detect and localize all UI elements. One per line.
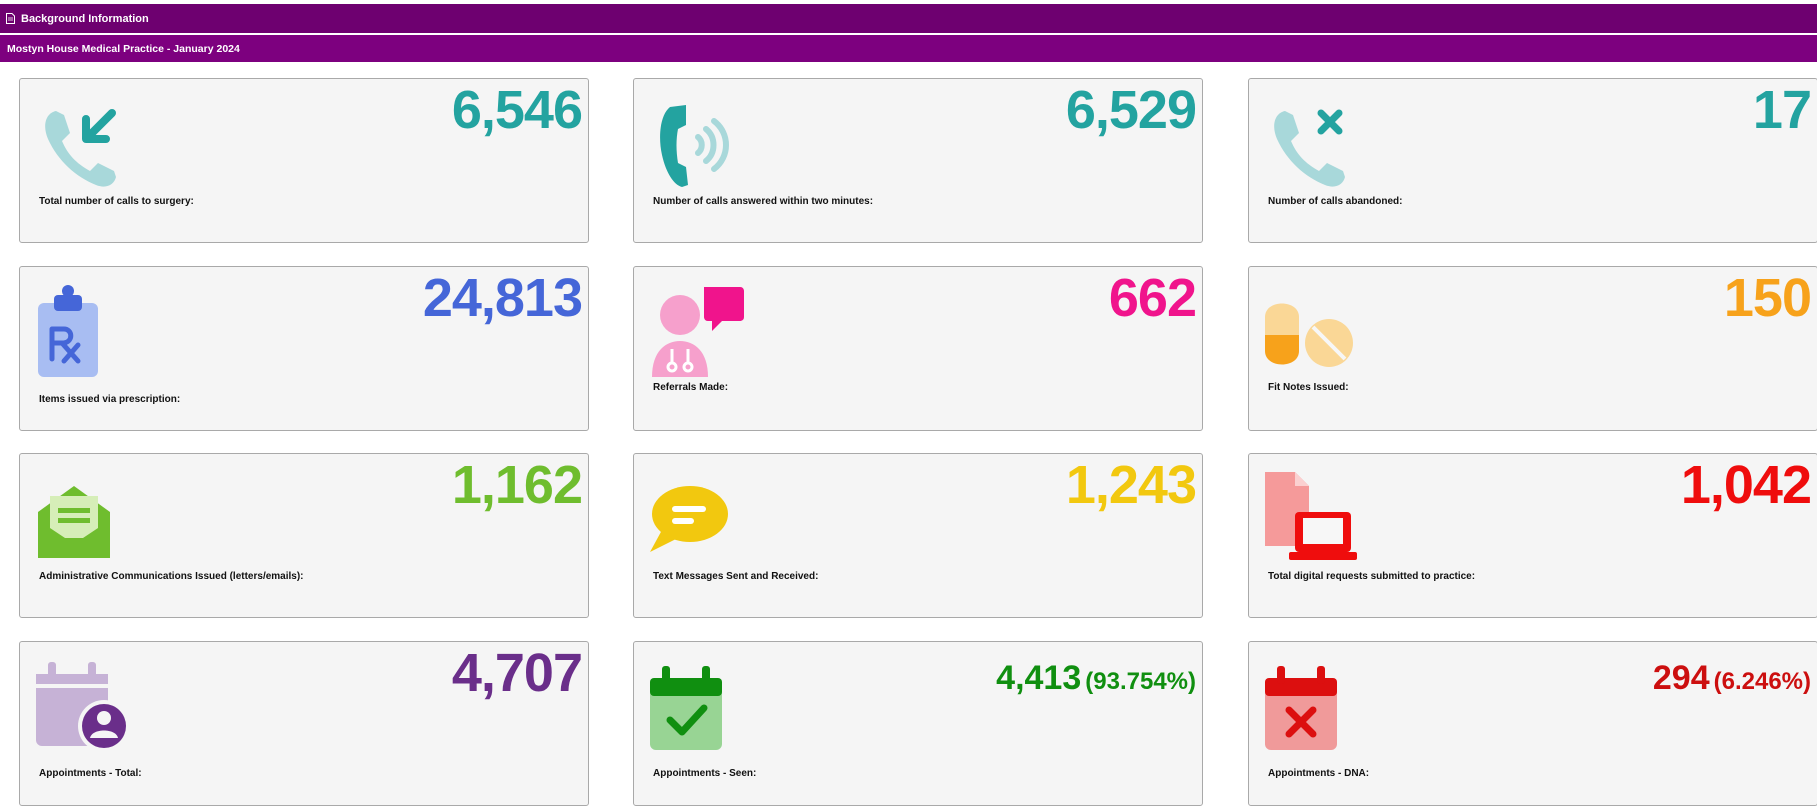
phone-incoming-icon: [45, 109, 116, 187]
stat-value: 17: [1752, 80, 1812, 140]
document-icon: [6, 13, 15, 24]
stat-card-prescriptions: 24,813 Items issued via prescription:: [19, 266, 589, 431]
stat-percent: (93.754%): [1085, 668, 1196, 695]
stat-label: Appointments - Seen:: [653, 768, 757, 779]
stat-label: Fit Notes Issued:: [1268, 382, 1349, 393]
stat-label: Administrative Communications Issued (le…: [39, 571, 304, 582]
stat-card-admin-communications: 1,162 Administrative Communications Issu…: [19, 453, 589, 618]
stat-card-appointments-dna: 294 (6.246%) Appointments - DNA:: [1248, 641, 1817, 806]
stat-label: Total number of calls to surgery:: [39, 196, 194, 207]
chat-bubble-icon: [650, 486, 728, 552]
digital-request-icon: [1265, 472, 1357, 560]
stat-card-text-messages: 1,243 Text Messages Sent and Received:: [633, 453, 1203, 618]
calendar-cross-icon: [1265, 666, 1337, 750]
stat-card-referrals: 662 Referrals Made:: [633, 266, 1203, 431]
stat-label: Referrals Made:: [653, 382, 729, 393]
section-title: Background Information: [21, 12, 149, 25]
stat-label: Text Messages Sent and Received:: [653, 571, 819, 582]
stat-value: 662: [1108, 268, 1197, 328]
stat-value: 1,042: [1680, 455, 1812, 515]
stat-value: 6,529: [1065, 80, 1197, 140]
stat-value: 1,243: [1065, 455, 1197, 515]
practice-banner: Mostyn House Medical Practice - January …: [0, 35, 1817, 62]
stat-label: Number of calls abandoned:: [1268, 196, 1403, 207]
stat-percent: (6.246%): [1713, 668, 1811, 695]
stat-label: Number of calls answered within two minu…: [653, 196, 874, 207]
stat-card-appointments-seen: 4,413 (93.754%) Appointments - Seen:: [633, 641, 1203, 806]
calendar-check-icon: [650, 666, 722, 750]
stat-card-calls-abandoned: 17 Number of calls abandoned:: [1248, 78, 1817, 243]
stat-value: 150: [1723, 268, 1812, 328]
calendar-user-icon: [36, 662, 130, 752]
stat-card-digital-requests: 1,042 Total digital requests submitted t…: [1248, 453, 1817, 618]
practice-title: Mostyn House Medical Practice - January …: [7, 42, 240, 55]
stat-card-total-calls: 6,546 Total number of calls to surgery:: [19, 78, 589, 243]
stat-count: 294: [1652, 659, 1710, 697]
stat-value: 24,813: [422, 268, 583, 328]
stat-card-calls-answered: 6,529 Number of calls answered within tw…: [633, 78, 1203, 243]
stat-count: 4,413: [996, 659, 1082, 697]
section-header[interactable]: Background Information: [0, 4, 1817, 33]
open-envelope-icon: [38, 486, 110, 558]
stat-value: 4,413 (93.754%): [996, 659, 1196, 697]
stat-label: Items issued via prescription:: [39, 394, 181, 405]
prescription-clipboard-icon: [38, 285, 98, 377]
stat-card-appointments-total: 4,707 Appointments - Total:: [19, 641, 589, 806]
stat-value: 6,546: [451, 80, 583, 140]
stat-label: Appointments - Total:: [39, 768, 142, 779]
phone-missed-icon: [1274, 109, 1345, 187]
stat-card-fit-notes: 150 Fit Notes Issued:: [1248, 266, 1817, 431]
phone-ringing-icon: [660, 105, 729, 187]
stat-label: Appointments - DNA:: [1268, 768, 1370, 779]
stat-value: 4,707: [451, 643, 583, 703]
doctor-referral-icon: [652, 287, 744, 377]
pills-icon: [1265, 303, 1353, 367]
stat-value: 1,162: [451, 455, 583, 515]
stat-label: Total digital requests submitted to prac…: [1268, 571, 1476, 582]
stat-value: 294 (6.246%): [1652, 659, 1811, 697]
